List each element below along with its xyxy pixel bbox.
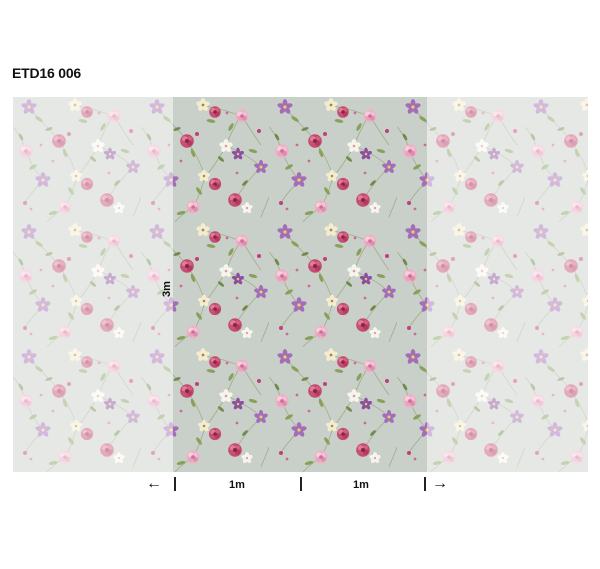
- tick-mark: [300, 477, 302, 491]
- tick-mark: [174, 477, 176, 491]
- left-arrow-icon: ←: [146, 475, 162, 492]
- width-dimension-label: 1m: [229, 479, 245, 491]
- page-title: ETD16 006: [12, 65, 82, 81]
- wallpaper-preview: 3m: [13, 97, 588, 472]
- tick-mark: [424, 477, 426, 491]
- right-arrow-icon: →: [432, 475, 448, 492]
- width-dimension-label: 1m: [353, 479, 369, 491]
- floral-pattern-image: [13, 97, 588, 472]
- height-dimension-label: 3m: [161, 281, 173, 297]
